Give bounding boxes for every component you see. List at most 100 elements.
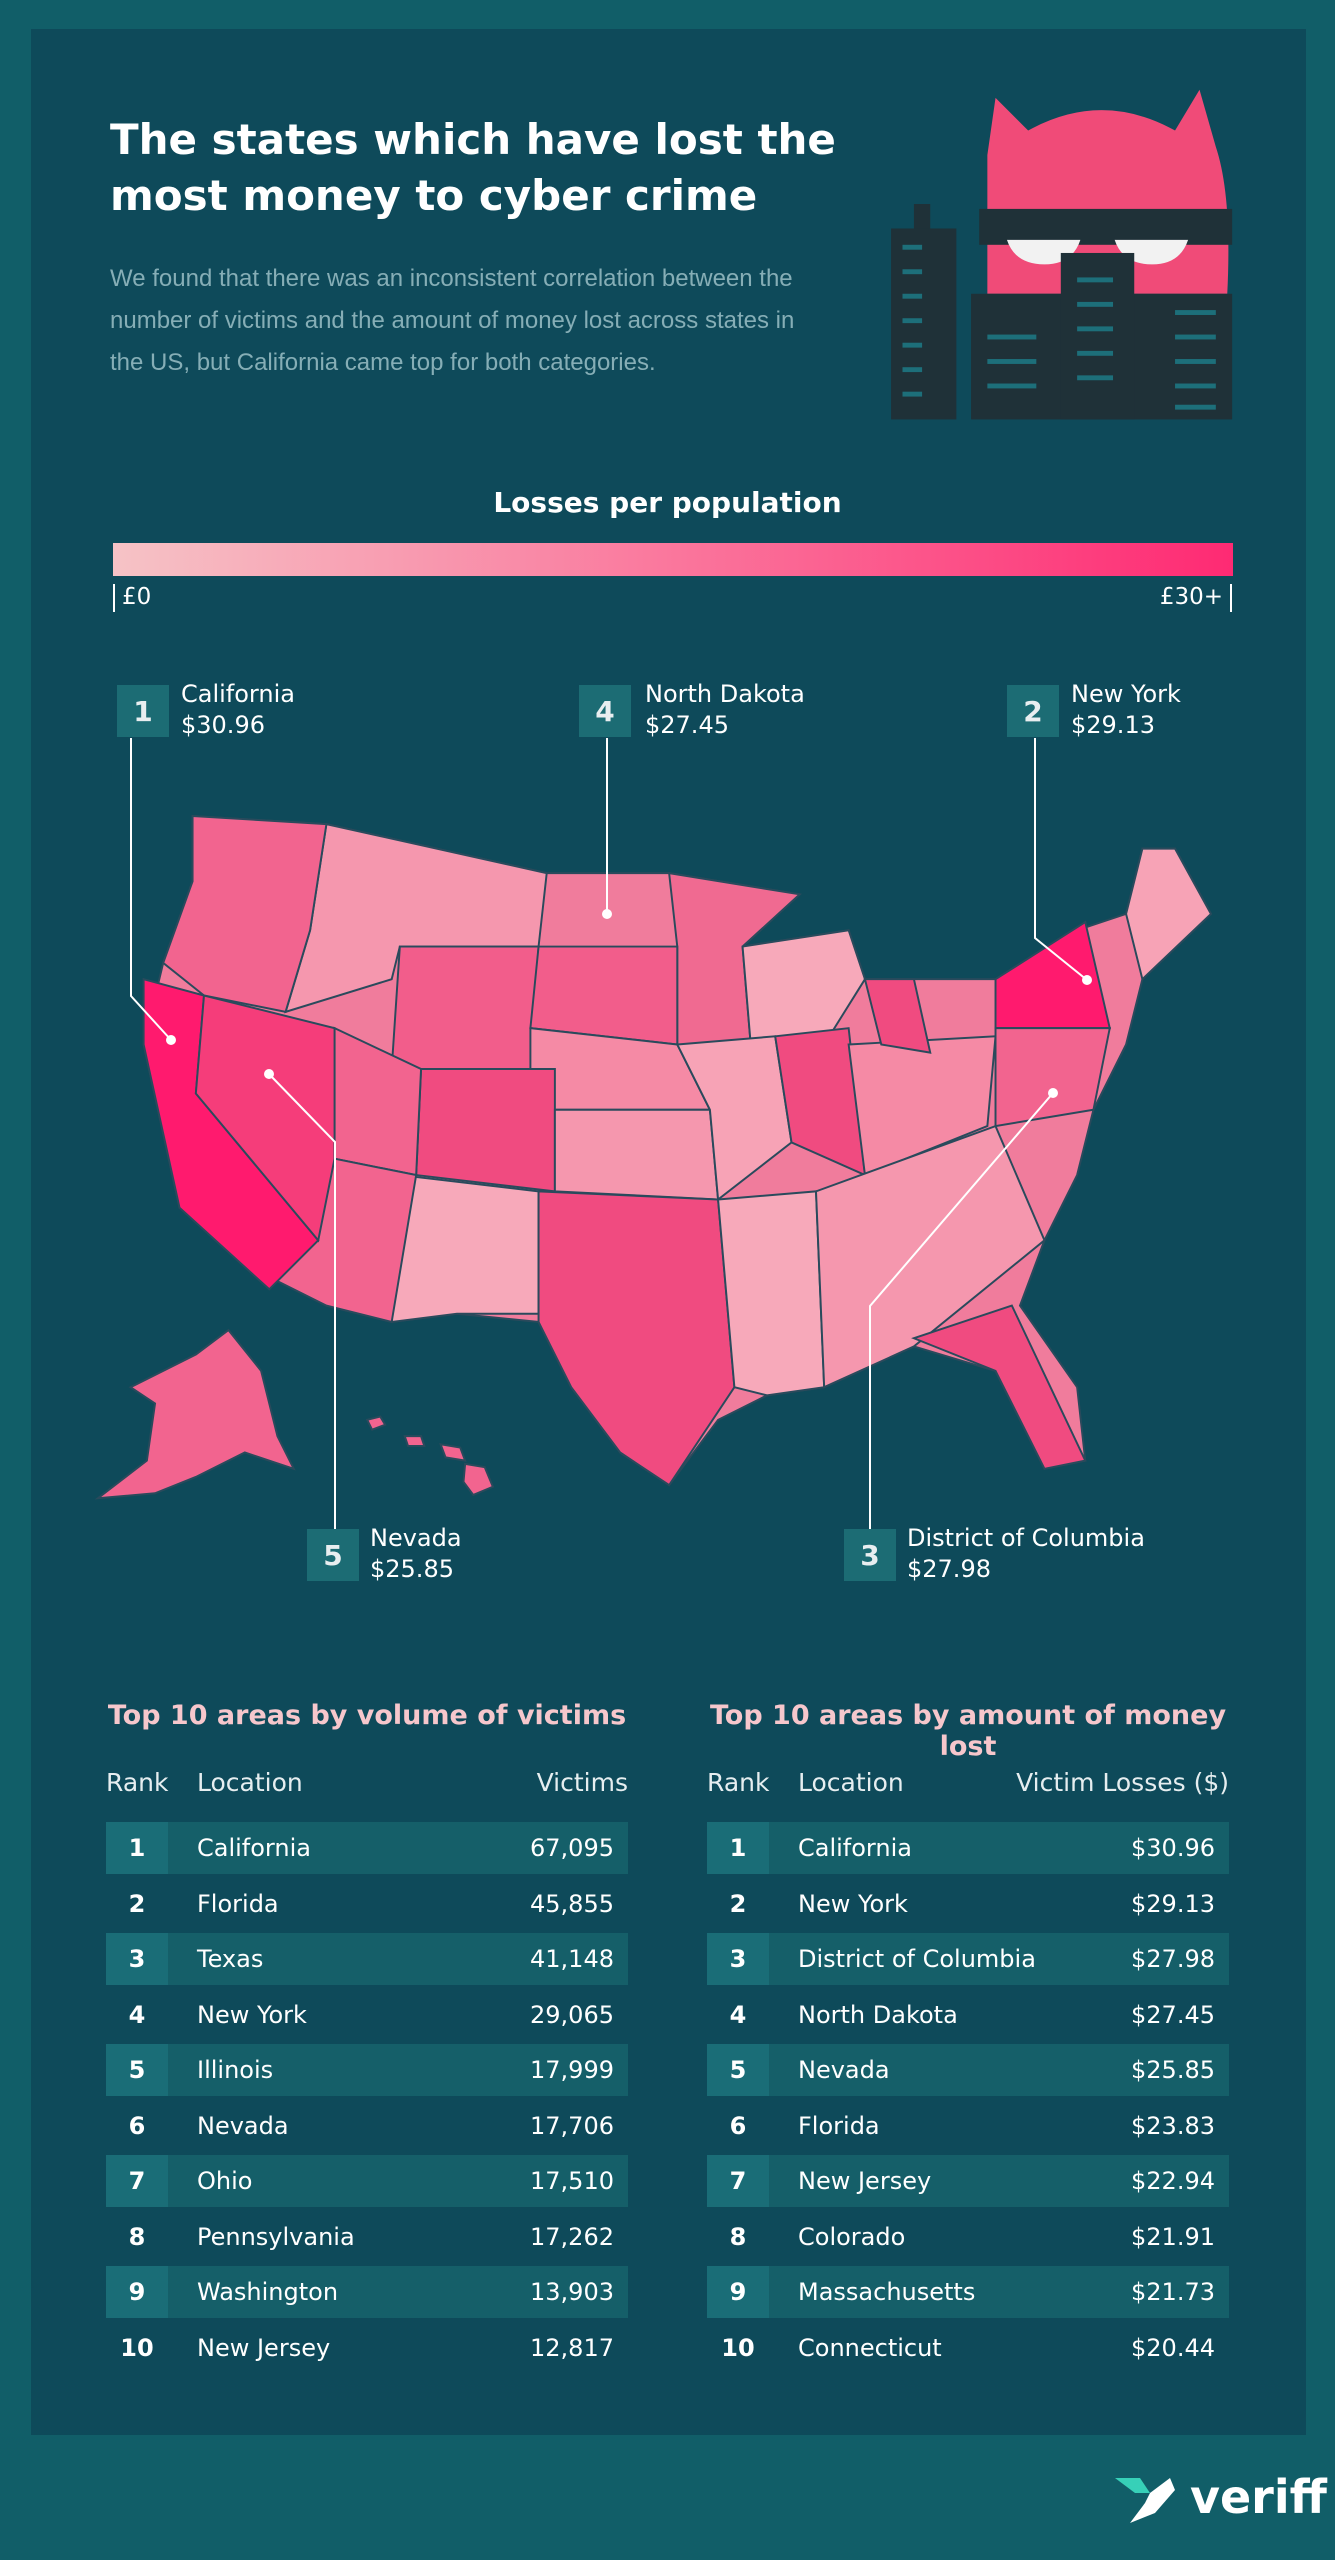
brand: veriff	[1190, 2470, 1327, 2524]
callout-rank: 3	[844, 1529, 896, 1581]
value-cell: $27.98	[1131, 1945, 1215, 1973]
column-header: Victims	[536, 1768, 628, 1797]
value-cell: 17,262	[530, 2222, 614, 2251]
location-cell: Ohio	[197, 2167, 253, 2195]
us-map	[94, 814, 1213, 1500]
table-row: 5 Nevada $25.85	[707, 2044, 1229, 2096]
location-cell: Florida	[197, 1889, 279, 1918]
callout-text: Nevada $25.85	[370, 1523, 462, 1585]
callout-text: California $30.96	[181, 679, 295, 741]
location-cell: Connecticut	[798, 2333, 942, 2362]
location-cell: Colorado	[798, 2222, 906, 2251]
legend-gradient	[113, 543, 1233, 576]
table-row: 8 Colorado $21.91	[707, 2211, 1229, 2263]
callout-text: New York $29.13	[1071, 679, 1181, 741]
value-cell: 29,065	[530, 2000, 614, 2029]
rank-cell: 6	[729, 2111, 747, 2140]
table-row: 2 Florida 45,855	[106, 1878, 628, 1930]
rank-cell: 3	[106, 1933, 168, 1985]
table-row: 7 New Jersey $22.94	[707, 2155, 1229, 2207]
rank-cell: 1	[707, 1822, 769, 1874]
rank-cell: 7	[106, 2155, 168, 2207]
rank-cell: 5	[106, 2044, 168, 2096]
rank-cell: 3	[707, 1933, 769, 1985]
callout-rank: 4	[579, 685, 631, 737]
rank-cell: 4	[128, 2000, 146, 2029]
value-cell: $20.44	[1131, 2333, 1215, 2362]
location-cell: California	[798, 1834, 912, 1862]
callout-location: North Dakota	[645, 680, 805, 708]
rank-cell: 10	[721, 2333, 755, 2362]
value-cell: 17,706	[530, 2111, 614, 2140]
value-cell: 13,903	[530, 2278, 614, 2306]
callout-dots	[166, 909, 1092, 1098]
value-cell: 17,999	[530, 2056, 614, 2084]
table-row: 3 Texas 41,148	[106, 1933, 628, 1985]
table-row: 4 North Dakota $27.45	[707, 1989, 1229, 2041]
table-row: 4 New York 29,065	[106, 1989, 628, 2041]
location-cell: Nevada	[798, 2056, 890, 2084]
rank-cell: 8	[729, 2222, 747, 2251]
callout-location: District of Columbia	[907, 1524, 1145, 1552]
legend-title: Losses per population	[493, 486, 842, 519]
callout-value: $27.98	[907, 1555, 991, 1583]
brand-logo	[1115, 2478, 1175, 2523]
table-row: 3 District of Columbia $27.98	[707, 1933, 1229, 1985]
rank-cell: 8	[128, 2222, 146, 2251]
value-cell: $23.83	[1131, 2111, 1215, 2140]
value-cell: $22.94	[1131, 2167, 1215, 2195]
rank-cell: 5	[707, 2044, 769, 2096]
table-title: Top 10 areas by amount of money lost	[709, 1700, 1227, 1762]
table-row: 5 Illinois 17,999	[106, 2044, 628, 2096]
table-row: 8 Pennsylvania 17,262	[106, 2211, 628, 2263]
rank-cell: 10	[120, 2333, 154, 2362]
rank-cell: 9	[106, 2266, 168, 2318]
value-cell: 12,817	[530, 2333, 614, 2362]
table-row: 6 Nevada 17,706	[106, 2100, 628, 2152]
value-cell: $29.13	[1131, 1889, 1215, 1918]
table-row: 1 California $30.96	[707, 1822, 1229, 1874]
devil-icon	[891, 89, 1233, 420]
value-cell: 45,855	[530, 1889, 614, 1918]
callout-rank: 1	[117, 685, 169, 737]
column-header: Rank	[106, 1768, 169, 1797]
rank-cell: 9	[707, 2266, 769, 2318]
location-cell: New Jersey	[798, 2167, 932, 2195]
callout-text: North Dakota $27.45	[645, 679, 805, 741]
location-cell: New Jersey	[197, 2333, 331, 2362]
callout-location: California	[181, 680, 295, 708]
location-cell: Florida	[798, 2111, 880, 2140]
callout-value: $25.85	[370, 1555, 454, 1583]
rank-cell: 6	[128, 2111, 146, 2140]
value-cell: $30.96	[1131, 1834, 1215, 1862]
description: We found that there was an inconsistent …	[110, 265, 795, 376]
column-header: Victim Losses ($)	[1016, 1768, 1229, 1797]
table-row: 9 Washington 13,903	[106, 2266, 628, 2318]
location-cell: Nevada	[197, 2111, 289, 2140]
value-cell: $21.91	[1131, 2222, 1215, 2251]
callout-location: Nevada	[370, 1524, 462, 1552]
table-row: 1 California 67,095	[106, 1822, 628, 1874]
rank-cell: 2	[128, 1889, 146, 1918]
table-row: 10 New Jersey 12,817	[106, 2322, 628, 2374]
title: The states which have lost the most mone…	[110, 115, 836, 220]
column-header: Location	[798, 1768, 904, 1797]
callout-location: New York	[1071, 680, 1181, 708]
location-cell: District of Columbia	[798, 1945, 1036, 1973]
rank-cell: 2	[729, 1889, 747, 1918]
value-cell: 41,148	[530, 1945, 614, 1973]
rank-cell: 1	[106, 1822, 168, 1874]
value-cell: 17,510	[530, 2167, 614, 2195]
rank-cell: 4	[729, 2000, 747, 2029]
column-header: Rank	[707, 1768, 770, 1797]
table-row: 9 Massachusetts $21.73	[707, 2266, 1229, 2318]
location-cell: Massachusetts	[798, 2278, 976, 2306]
location-cell: Washington	[197, 2278, 339, 2306]
column-header: Location	[197, 1768, 303, 1797]
legend-ticks	[113, 584, 1232, 612]
table-row: 7 Ohio 17,510	[106, 2155, 628, 2207]
legend-max: £30+	[1159, 584, 1223, 610]
location-cell: Texas	[197, 1945, 264, 1973]
